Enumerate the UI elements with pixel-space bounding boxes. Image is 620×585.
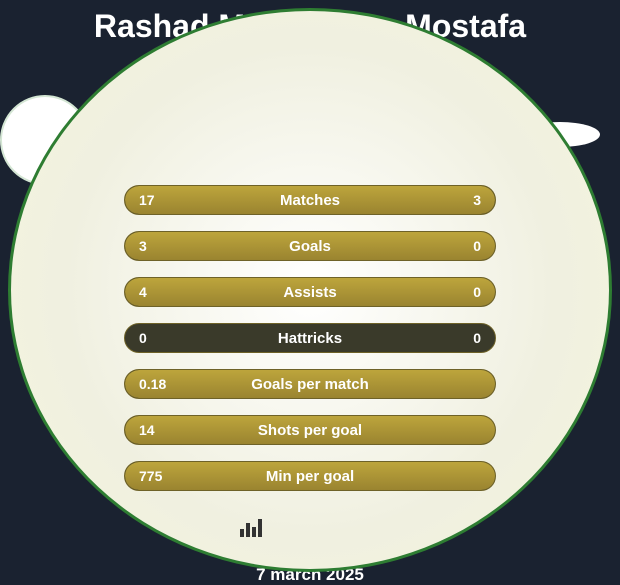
stat-row: 173Matches bbox=[124, 185, 496, 215]
stat-row: 0.18Goals per match bbox=[124, 369, 496, 399]
stat-label: Matches bbox=[125, 192, 495, 209]
stat-label: Hattricks bbox=[125, 330, 495, 347]
stat-label: Min per goal bbox=[125, 468, 495, 485]
stat-label: Goals bbox=[125, 238, 495, 255]
stat-row: 775Min per goal bbox=[124, 461, 496, 491]
stat-row: 40Assists bbox=[124, 277, 496, 307]
stat-row: 00Hattricks bbox=[124, 323, 496, 353]
stat-label: Goals per match bbox=[125, 376, 495, 393]
stat-row: 14Shots per goal bbox=[124, 415, 496, 445]
stat-row: 30Goals bbox=[124, 231, 496, 261]
stat-label: Assists bbox=[125, 284, 495, 301]
bar-chart-icon bbox=[240, 519, 262, 537]
stat-label: Shots per goal bbox=[125, 422, 495, 439]
